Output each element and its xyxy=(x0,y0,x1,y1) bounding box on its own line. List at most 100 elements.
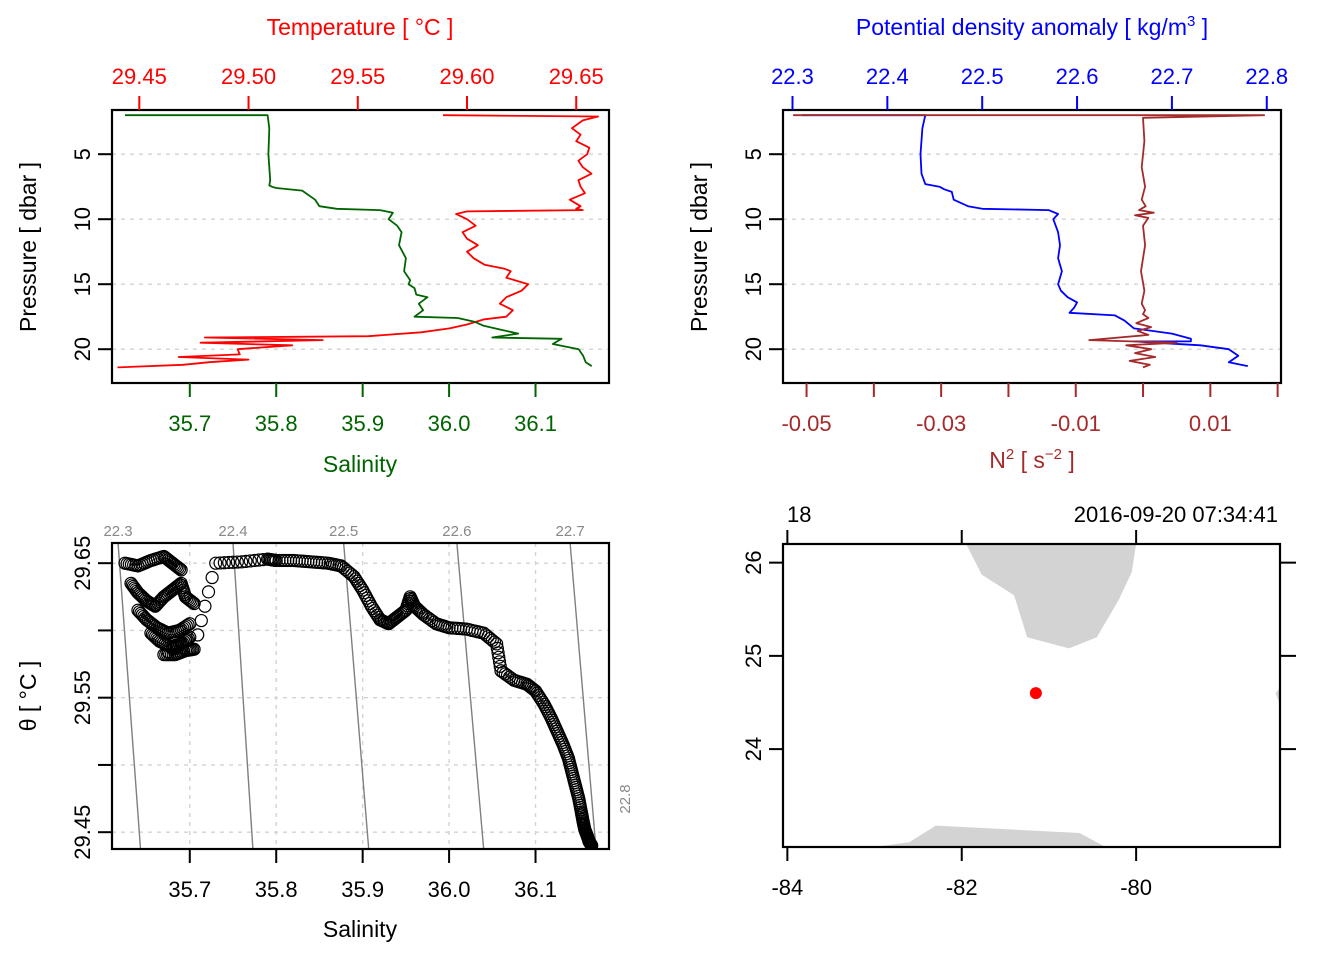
x-tick-label: 36.1 xyxy=(514,877,557,902)
ts-point xyxy=(418,609,432,623)
land-florida xyxy=(966,544,1137,649)
isopycnal-line xyxy=(682,543,710,849)
station-map-panel: -84 -82 -80 24 25 26 18 2016-09-20 07:34:41 xyxy=(741,502,1296,900)
y-tick-label: 10 xyxy=(70,207,95,231)
ts-point xyxy=(243,554,257,568)
top-axis-title: Temperature [ °C ] xyxy=(267,14,454,40)
top-x-tick-label: 22.4 xyxy=(866,64,909,89)
x-tick-label: 35.9 xyxy=(341,877,384,902)
x-tick-label: 35.7 xyxy=(168,877,211,902)
y-tick-label: 29.55 xyxy=(70,670,95,725)
ts-point xyxy=(416,607,430,621)
y-axis-title: Pressure [ dbar ] xyxy=(15,162,41,332)
station-time-label: 2016-09-20 07:34:41 xyxy=(1074,502,1278,527)
y-tick-label: 20 xyxy=(70,337,95,361)
station-dot xyxy=(1029,687,1042,700)
latitude-label: 25 xyxy=(741,644,766,668)
ts-point xyxy=(194,613,208,628)
potential-density-anomaly-line xyxy=(802,114,1248,367)
bottom-x-tick-label: 35.9 xyxy=(341,411,384,436)
land-cuba xyxy=(874,825,1106,847)
ts-point xyxy=(171,561,185,575)
axis-ticks: 5 10 15 20 22.3 22.4 22.5 22.6 22.7 22.8 -0.05 -0.0… xyxy=(741,64,1288,436)
y-tick-label: 29.45 xyxy=(70,805,95,860)
profile-lines xyxy=(117,114,599,369)
bottom-x-tick-label: 35.7 xyxy=(168,411,211,436)
bottom-x-tick-label: 36.0 xyxy=(428,411,471,436)
ts-point xyxy=(239,554,253,568)
grid xyxy=(112,153,609,350)
top-x-tick-label: 29.65 xyxy=(549,64,604,89)
isopycnal-labels: 22.3 22.4 22.5 22.6 22.7 22.8 xyxy=(103,523,634,814)
plot-frame xyxy=(781,108,1283,385)
station-id-label: 18 xyxy=(787,502,811,527)
top-x-tick-label: 29.45 xyxy=(112,64,167,89)
ts-point xyxy=(222,555,236,570)
ts-points xyxy=(118,549,599,849)
n2-line xyxy=(793,114,1266,369)
bottom-x-tick-label: 36.1 xyxy=(514,411,557,436)
bottom-x-tick-label: -0.05 xyxy=(781,411,831,436)
ts-point xyxy=(490,641,504,655)
ts-point xyxy=(187,642,201,656)
longitude-label: -84 xyxy=(771,875,803,900)
axis-ticks: 35.7 35.8 35.9 36.0 36.1 29.45 29.55 29.65 xyxy=(70,536,557,902)
y-tick-label: 15 xyxy=(70,272,95,296)
top-x-tick-label: 29.55 xyxy=(330,64,385,89)
ts-point xyxy=(420,610,435,625)
top-x-tick-label: 29.60 xyxy=(439,64,494,89)
isopycnal-line xyxy=(456,543,485,849)
ts-point xyxy=(209,556,223,570)
isopycnal-label: 22.4 xyxy=(218,523,247,540)
station-marker xyxy=(1029,687,1042,700)
y-axis-title: Pressure [ dbar ] xyxy=(686,162,712,332)
isopycnal-label: 22.8 xyxy=(617,784,634,813)
bottom-x-tick-label: 0.01 xyxy=(1189,411,1232,436)
ts-point xyxy=(235,555,249,569)
isopycnal-line xyxy=(232,543,254,849)
x-tick-label: 35.8 xyxy=(255,877,298,902)
ts-point xyxy=(184,594,198,608)
x-axis-title: Salinity xyxy=(323,916,398,942)
longitude-label: -80 xyxy=(1120,875,1152,900)
longitude-label: -82 xyxy=(946,875,978,900)
bottom-axis-title: N2 [ s−2 ] xyxy=(989,446,1075,473)
ts-point xyxy=(248,553,262,568)
ts-point xyxy=(205,570,219,585)
top-axis-title: Potential density anomaly [ kg/m3 ] xyxy=(856,13,1208,40)
y-tick-label: 5 xyxy=(741,148,766,160)
ts-point xyxy=(217,556,231,570)
ts-point xyxy=(145,597,159,612)
map-frame xyxy=(781,542,1282,849)
ts-point xyxy=(186,595,200,610)
isopycnal-line xyxy=(117,543,142,849)
y-tick-label: 15 xyxy=(741,272,766,296)
ts-point xyxy=(183,593,197,607)
top-x-tick-label: 22.8 xyxy=(1245,64,1288,89)
ts-point xyxy=(491,646,505,660)
isopycnal-label: 22.6 xyxy=(442,523,471,540)
ts-point xyxy=(494,664,508,678)
isopycnal-label: 22.7 xyxy=(556,523,585,540)
axis-ticks: 5 10 15 20 29.45 29.50 29.55 29.60 29.65 35.7 35.8… xyxy=(70,64,604,436)
ts-point xyxy=(425,613,439,628)
y-tick-label: 5 xyxy=(70,148,95,160)
y-tick-label: 20 xyxy=(741,337,766,361)
top-x-tick-label: 22.5 xyxy=(961,64,1004,89)
top-x-tick-label: 22.3 xyxy=(771,64,814,89)
profile-lines xyxy=(793,114,1266,369)
temperature-salinity-profile-panel: 5 10 15 20 29.45 29.50 29.55 29.60 29.65 35.7 35.8… xyxy=(15,14,611,477)
plot-frame xyxy=(110,108,611,385)
ts-point xyxy=(585,839,599,849)
land-bahamas xyxy=(1275,688,1280,703)
ts-point xyxy=(490,637,504,651)
bottom-x-tick-label: -0.01 xyxy=(1051,411,1101,436)
y-tick-label: 29.65 xyxy=(70,536,95,591)
top-x-tick-label: 22.7 xyxy=(1151,64,1194,89)
ts-point xyxy=(498,667,512,681)
grid xyxy=(112,543,609,849)
ts-point xyxy=(201,585,216,599)
temperature-line xyxy=(117,114,599,369)
bottom-x-tick-label: -0.03 xyxy=(916,411,966,436)
